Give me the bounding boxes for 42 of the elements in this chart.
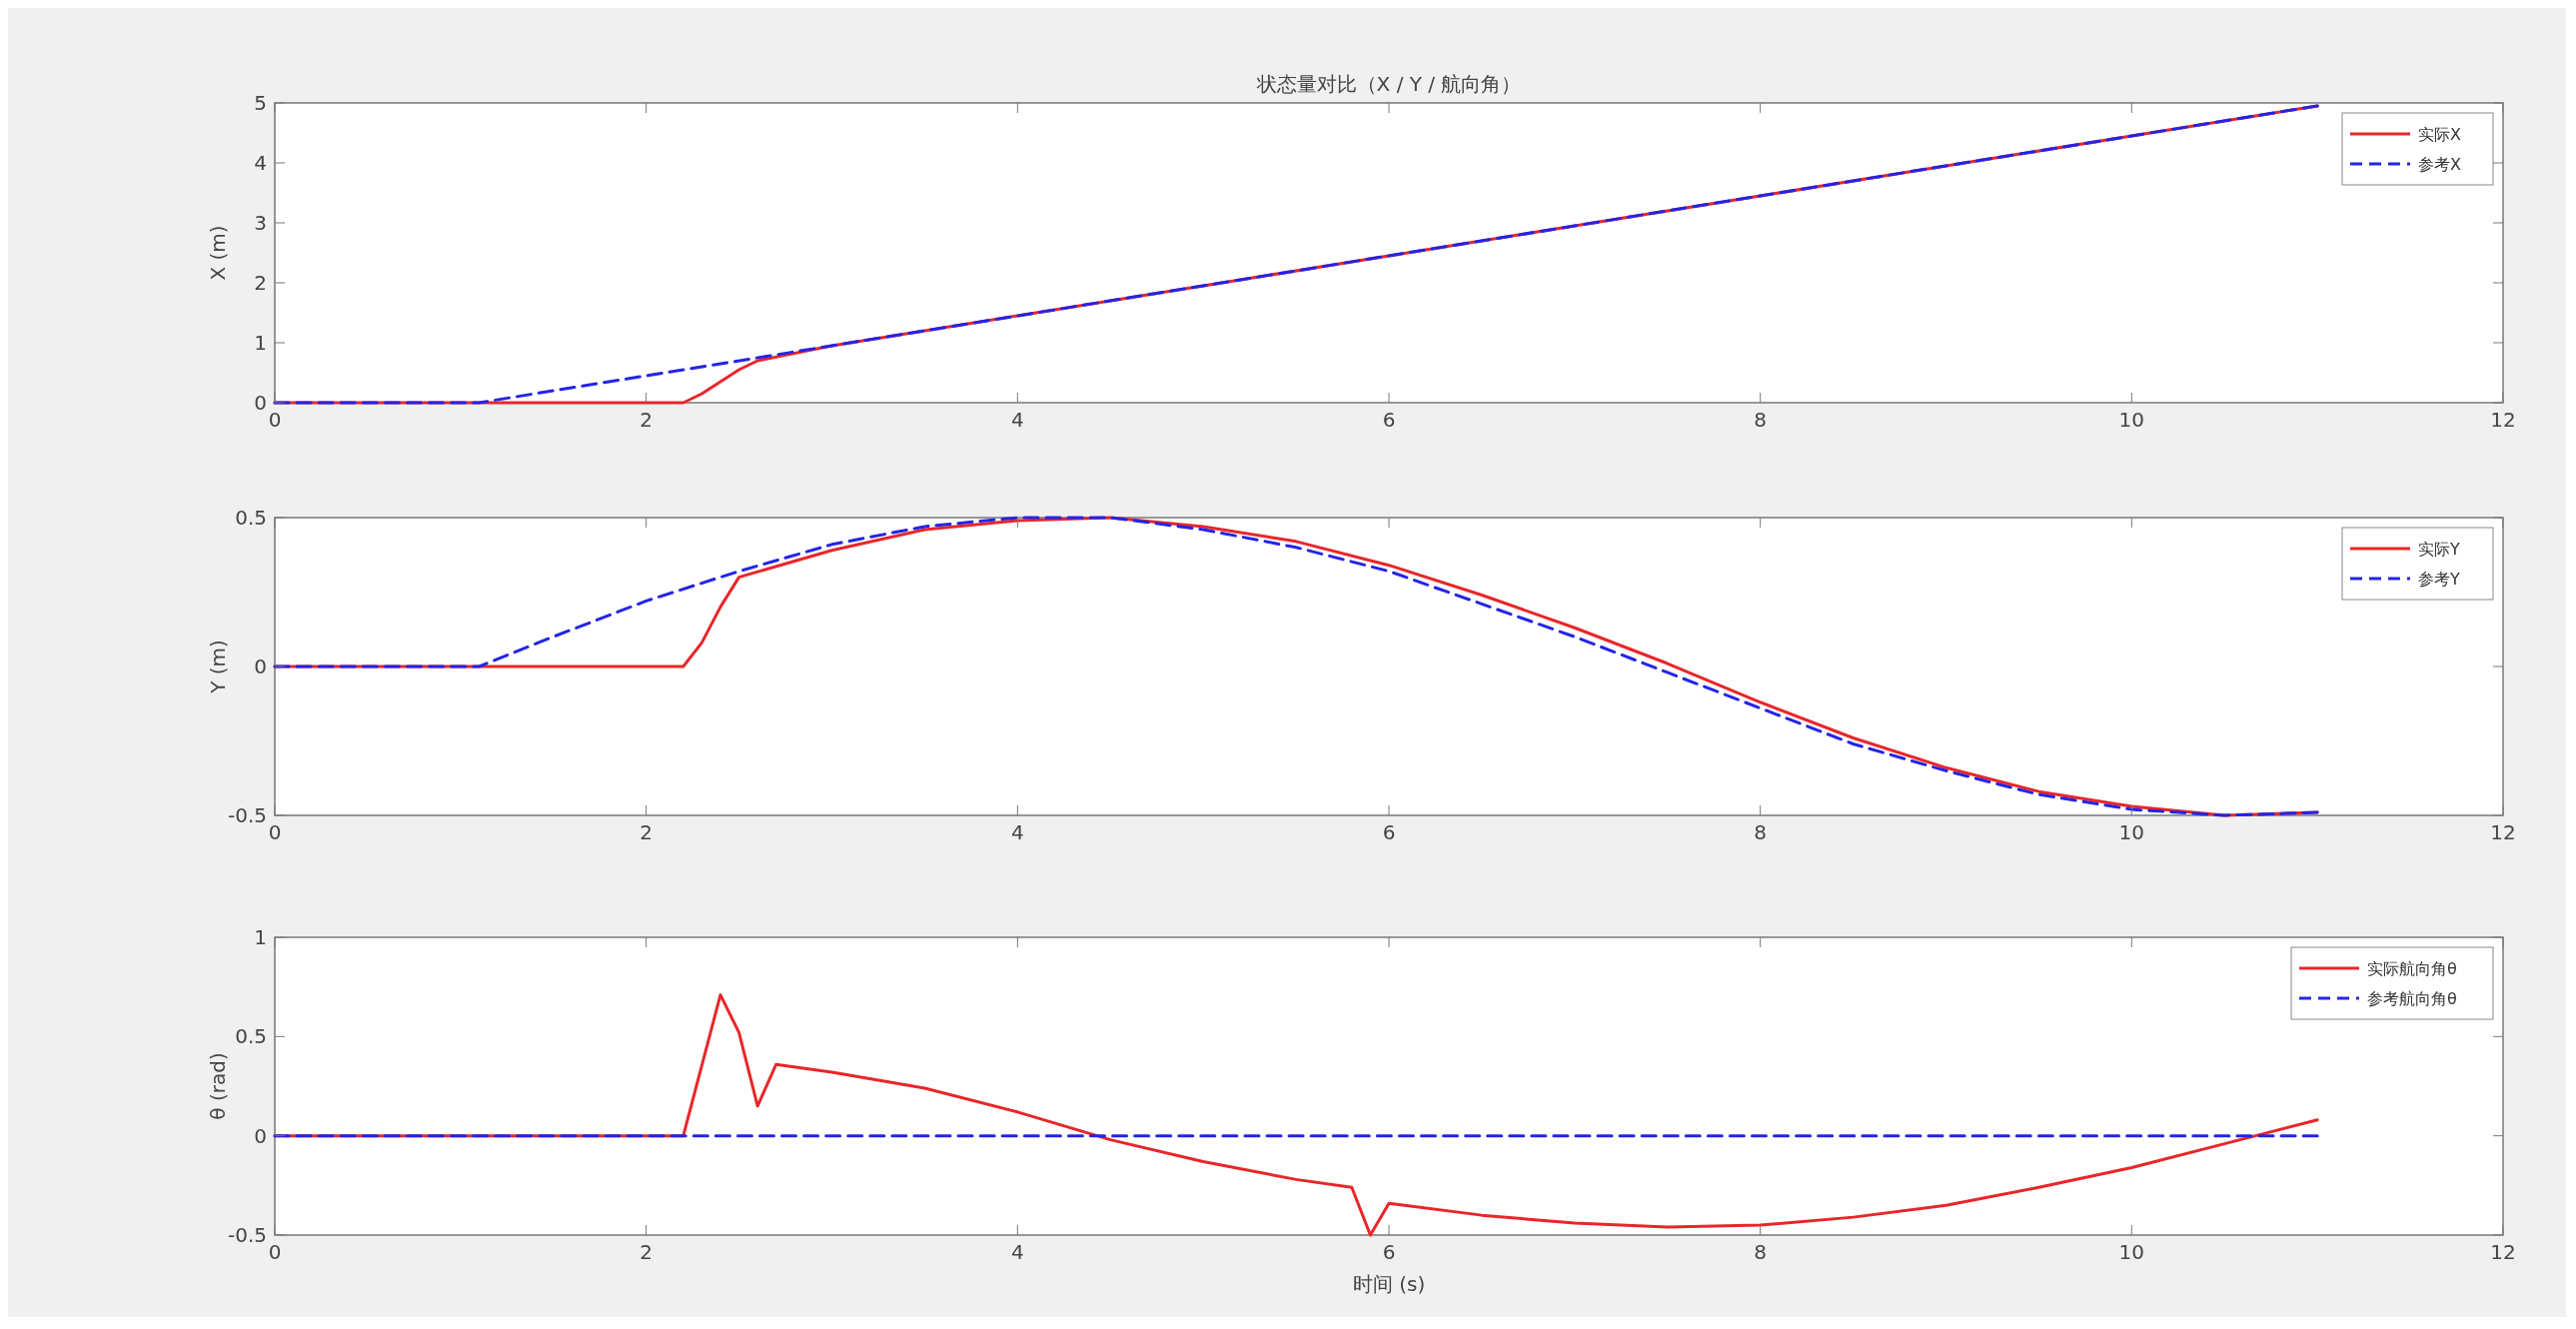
x-tick-label: 12 bbox=[2490, 408, 2516, 432]
legend-label: 实际X bbox=[2418, 124, 2461, 144]
x-tick-label: 2 bbox=[640, 408, 653, 432]
y-tick-label: 0.5 bbox=[235, 506, 267, 530]
x-tick-label: 2 bbox=[640, 1240, 653, 1264]
x-tick-label: 4 bbox=[1010, 408, 1024, 432]
x-tick-label: 8 bbox=[1754, 1240, 1768, 1264]
y-tick-label: 1 bbox=[254, 925, 267, 949]
x-tick-label: 4 bbox=[1010, 820, 1024, 844]
y-axis-title: θ (rad) bbox=[206, 1052, 230, 1120]
x-tick-label: 8 bbox=[1754, 820, 1768, 844]
x-tick-label: 2 bbox=[640, 820, 653, 844]
x-tick-label: 10 bbox=[2118, 820, 2145, 844]
x-tick-label: 12 bbox=[2490, 820, 2516, 844]
x-tick-label: 6 bbox=[1382, 408, 1396, 432]
y-axis-title: X (m) bbox=[206, 225, 230, 281]
y-tick-label: 2 bbox=[254, 271, 267, 295]
legend-label: 参考航向角θ bbox=[2367, 988, 2457, 1008]
x-tick-label: 10 bbox=[2118, 408, 2145, 432]
legend-label: 实际Y bbox=[2418, 539, 2460, 559]
y-tick-label: 0 bbox=[254, 391, 267, 415]
legend-label: 参考X bbox=[2418, 154, 2461, 174]
x-tick-label: 8 bbox=[1754, 408, 1768, 432]
x-tick-label: 6 bbox=[1382, 820, 1396, 844]
y-axis-title: Y (m) bbox=[206, 640, 230, 694]
x-tick-label: 12 bbox=[2490, 1240, 2516, 1264]
y-tick-label: -0.5 bbox=[227, 803, 267, 827]
y-tick-label: 3 bbox=[254, 211, 267, 235]
x-tick-label: 6 bbox=[1382, 1240, 1396, 1264]
y-tick-label: 5 bbox=[254, 91, 267, 115]
x-axis-title: 时间 (s) bbox=[1352, 1272, 1426, 1296]
legend-label: 参考Y bbox=[2418, 569, 2460, 589]
y-tick-label: 0 bbox=[254, 655, 267, 678]
y-tick-label: -0.5 bbox=[227, 1223, 267, 1247]
chart-title: 状态量对比（X / Y / 航向角） bbox=[1255, 72, 1522, 96]
legend-label: 实际航向角θ bbox=[2367, 958, 2457, 978]
y-tick-label: 0 bbox=[254, 1123, 267, 1148]
y-tick-label: 0.5 bbox=[235, 1024, 267, 1049]
y-tick-label: 4 bbox=[254, 151, 267, 175]
x-tick-label: 4 bbox=[1010, 1240, 1024, 1264]
y-tick-label: 1 bbox=[254, 331, 267, 355]
x-tick-label: 10 bbox=[2118, 1240, 2145, 1264]
